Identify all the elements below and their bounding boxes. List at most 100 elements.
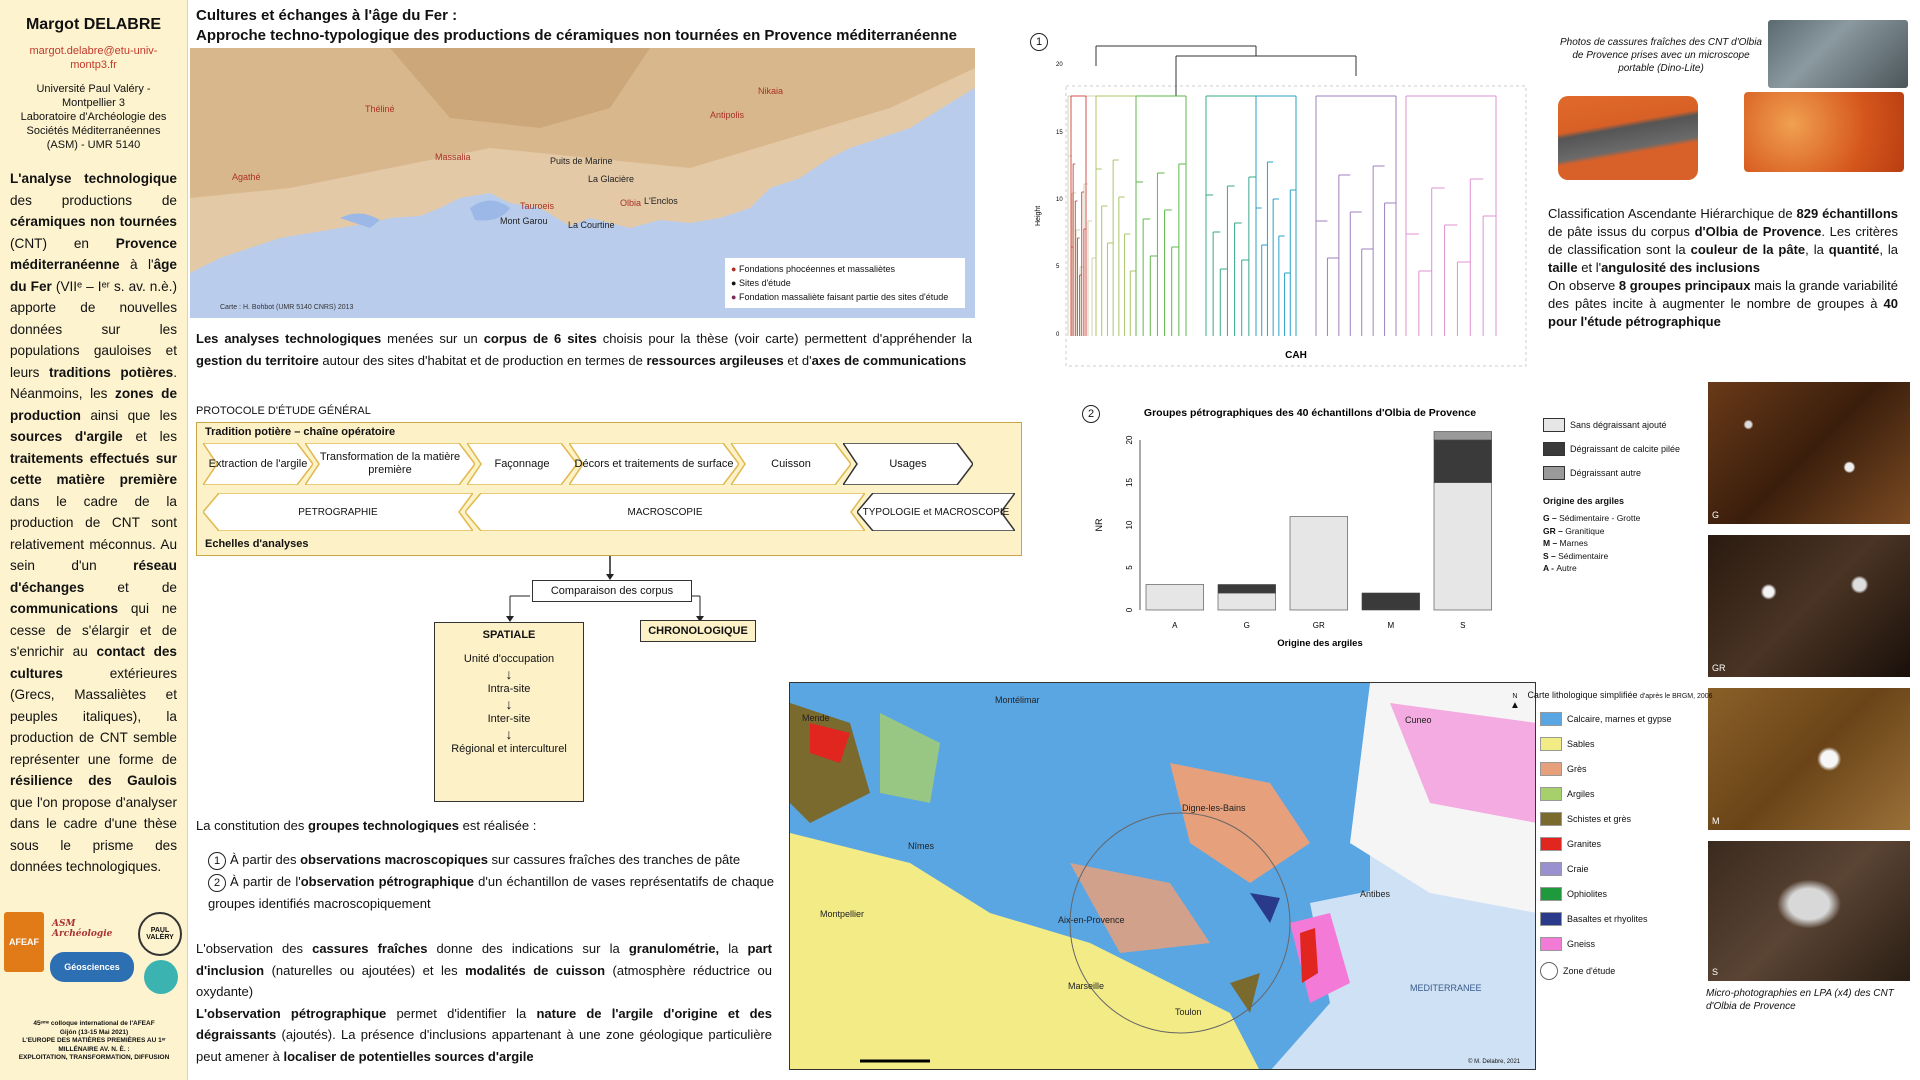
lithology-map: Mende Montélimar Cuneo Digne-les-Bains N… bbox=[789, 682, 1536, 1070]
dendrogram: Height CAH 0 5 10 15 20 bbox=[1035, 45, 1527, 367]
intro-text: L'analyse technologique des productions … bbox=[10, 168, 177, 878]
lithology-label: Sables bbox=[1567, 739, 1595, 749]
text-run: cassures fraîches bbox=[312, 941, 428, 956]
analysis-label: MACROSCOPIE bbox=[627, 506, 703, 518]
text-run: contact des cultures bbox=[10, 644, 177, 681]
site-tauroeis: Tauroeis bbox=[520, 201, 555, 211]
legend-black: ● Sites d'étude bbox=[731, 278, 791, 288]
origin-code: GR – bbox=[1543, 525, 1566, 536]
bar-segment bbox=[1145, 584, 1204, 611]
legend-item: Dégraissant de calcite pilée bbox=[1543, 442, 1713, 456]
legend-red-label: Fondations phocéennes et massaliètes bbox=[738, 264, 896, 274]
bar-segment bbox=[1433, 439, 1492, 483]
legend-swatch bbox=[1543, 466, 1565, 480]
north-label: N bbox=[1512, 693, 1518, 700]
photo-caption: Photos de cassures fraîches des CNT d'Ol… bbox=[1559, 37, 1762, 74]
lithology-label: Gneiss bbox=[1567, 939, 1596, 949]
text-run: observation pétrographique bbox=[300, 874, 474, 889]
legend-label: Dégraissant autre bbox=[1570, 468, 1642, 478]
author-email[interactable]: margot.delabre@etu-univ-montp3.fr bbox=[29, 45, 158, 71]
city-montpellier: Montpellier bbox=[820, 909, 865, 919]
lithology-swatch bbox=[1540, 887, 1562, 901]
colloque-line: EXPLOITATION, TRANSFORMATION, DIFFUSION bbox=[18, 1054, 170, 1061]
text-run: L'observation des bbox=[196, 941, 313, 956]
dendro-ytick: 15 bbox=[1056, 130, 1063, 136]
lithology-swatch bbox=[1540, 837, 1562, 851]
micro-photo-s: S bbox=[1708, 841, 1910, 981]
lithology-title: Carte lithologique simplifiée d'après le… bbox=[1520, 690, 1720, 700]
step-chevron: Décors et traitements de surface bbox=[569, 443, 739, 485]
chevron-label: Cuisson bbox=[771, 457, 811, 470]
text-run: (VIIᵉ – Iᵉʳ s. av. n.è.) apporte de nouv… bbox=[10, 278, 178, 380]
text-run: modalités de cuisson bbox=[465, 962, 606, 978]
lithology-item: Sables bbox=[1540, 737, 1720, 751]
lithology-label: Ophiolites bbox=[1567, 889, 1608, 899]
paul-valery-logo: PAUL VALÉRY bbox=[138, 912, 182, 956]
text-run: âge du Fer bbox=[10, 257, 177, 294]
micro-photo-g: G bbox=[1708, 382, 1910, 524]
bar-segment bbox=[1289, 516, 1348, 611]
arrow-down-icon: ↓ bbox=[505, 696, 513, 712]
text-run: L'observation pétrographique bbox=[196, 1005, 387, 1021]
city-aix: Aix-en-Provence bbox=[1058, 915, 1125, 925]
site-massalia: Massalia bbox=[435, 152, 471, 162]
text-run: à l' bbox=[119, 257, 154, 272]
lithology-swatch bbox=[1540, 762, 1562, 776]
bar-legend: Sans dégraissant ajouté Dégraissant de ca… bbox=[1543, 418, 1713, 575]
lithology-map-drawing bbox=[790, 683, 1535, 1069]
step-chevron: Cuisson bbox=[731, 443, 851, 485]
text-run: de pâte issus du corpus bbox=[1548, 224, 1695, 239]
micro-label: GR bbox=[1712, 663, 1726, 673]
text-run: ressources argileuses bbox=[646, 353, 784, 368]
sites-map-drawing bbox=[190, 48, 975, 273]
text-run: est réalisée : bbox=[459, 818, 537, 833]
lithology-item: Ophiolites bbox=[1540, 887, 1720, 901]
colloque-info: 45ᵉᵐᵉ colloque international de l'AFEAF … bbox=[6, 1020, 182, 1063]
micro-label: S bbox=[1712, 967, 1719, 977]
flow-arrows bbox=[506, 556, 704, 622]
number-1-icon: 1 bbox=[1030, 33, 1048, 51]
origin-label: Sédimentaire bbox=[1558, 550, 1609, 561]
origin-label: Marnes bbox=[1559, 538, 1588, 548]
origin-item: G – Sédimentaire - Grotte bbox=[1543, 512, 1713, 525]
origin-item: A - Autre bbox=[1543, 562, 1713, 575]
cah-description: Classification Ascendante Hiérarchique d… bbox=[1548, 205, 1898, 331]
poster-title: Cultures et échanges à l'âge du Fer : Ap… bbox=[196, 6, 996, 46]
text-run: gestion du territoire bbox=[196, 353, 319, 368]
text-run: quantité bbox=[1828, 242, 1880, 257]
text-run: part d'inclusion bbox=[196, 941, 773, 978]
fracture-photo-3 bbox=[1744, 92, 1904, 172]
text-run: menées sur un bbox=[381, 331, 484, 346]
lithology-title-text: Carte lithologique simplifiée bbox=[1527, 690, 1638, 700]
text-run: d'Olbia de Provence bbox=[1694, 224, 1822, 239]
legend-swatch bbox=[1543, 442, 1565, 456]
micro-photo-gr: GR bbox=[1708, 535, 1910, 677]
affiliation: Université Paul Valéry - Montpellier 3 L… bbox=[10, 82, 177, 152]
lithology-item: Schistes et grès bbox=[1540, 812, 1720, 826]
lithology-swatch bbox=[1540, 962, 1558, 980]
text-run: L'analyse technologique bbox=[10, 171, 177, 186]
dendro-ylabel: Height bbox=[1035, 206, 1042, 226]
text-run: À partir de l' bbox=[230, 874, 301, 889]
logos: AFEAF ASM Archéologie PAUL VALÉRY Géosci… bbox=[4, 912, 184, 1022]
text-run: communications bbox=[10, 601, 119, 616]
legend-mixed-label: Fondation massaliète faisant partie des … bbox=[738, 292, 949, 302]
dendro-xlabel: CAH bbox=[1285, 350, 1307, 361]
fracture-photo-2 bbox=[1558, 96, 1698, 180]
text-run: des productions de bbox=[10, 192, 177, 208]
lithology-swatch bbox=[1540, 712, 1562, 726]
site-la-glaciere: La Glacière bbox=[588, 174, 635, 184]
text-run: Les analyses technologiques bbox=[196, 331, 382, 346]
text-run: donne des indications sur la bbox=[427, 941, 629, 956]
origin-item: GR – Granitique bbox=[1543, 525, 1713, 538]
text-run: observations macroscopiques bbox=[300, 852, 488, 867]
site-antipolis: Antipolis bbox=[710, 110, 745, 120]
lithology-label: Granites bbox=[1567, 839, 1602, 849]
text-run: ainsi que les bbox=[80, 407, 177, 423]
text-run: (CNT) en bbox=[10, 235, 116, 251]
lithology-item: Gneiss bbox=[1540, 937, 1720, 951]
text-run: La constitution des bbox=[196, 818, 309, 833]
lithology-item: Craie bbox=[1540, 862, 1720, 876]
chevron-label: Usages bbox=[889, 457, 927, 470]
city-mende: Mende bbox=[802, 713, 830, 723]
